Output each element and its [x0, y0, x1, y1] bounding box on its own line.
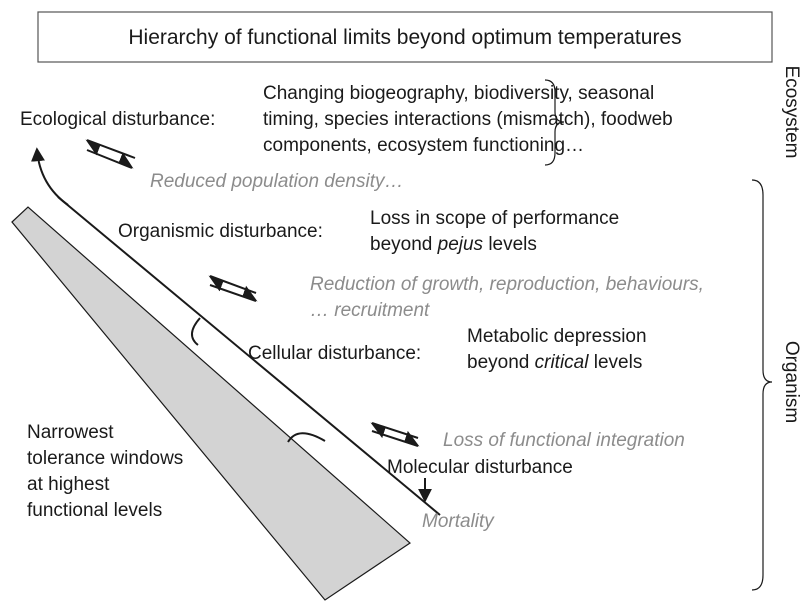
tolerance-note: at highest	[27, 474, 110, 495]
level-description: Loss in scope of performance	[370, 208, 619, 229]
desc-line: Changing biogeography, biodiversity, sea…	[263, 83, 654, 104]
consequence: Reduced population density…	[150, 171, 404, 192]
desc-line: components, ecosystem functioning…	[263, 135, 584, 156]
scale-label: Organism	[781, 341, 802, 423]
consequence: Mortality	[422, 511, 495, 532]
hierarchy-line	[57, 196, 441, 516]
level-description: beyond critical levels	[467, 352, 642, 373]
tolerance-note: tolerance windows	[27, 448, 183, 469]
tolerance-note: functional levels	[27, 500, 162, 521]
brace	[751, 179, 773, 591]
tolerance-note: Narrowest	[27, 422, 114, 443]
level-label: Molecular disturbance	[387, 457, 573, 478]
title: Hierarchy of functional limits beyond op…	[128, 26, 681, 49]
hook	[287, 432, 326, 443]
level-description: timing, species interactions (mismatch),…	[263, 109, 673, 130]
consequence: … recruitment	[310, 300, 430, 321]
desc-text: levels	[483, 234, 537, 255]
desc-line: Metabolic depression	[467, 326, 647, 347]
level-label: Ecological disturbance:	[20, 109, 215, 130]
level-description: Metabolic depression	[467, 326, 647, 347]
hook	[191, 317, 201, 346]
scale-label: Ecosystem	[781, 66, 802, 159]
level-description: components, ecosystem functioning…	[263, 135, 584, 156]
curved-arrow	[30, 147, 69, 206]
level-description: beyond pejus levels	[370, 234, 537, 255]
level-description: Changing biogeography, biodiversity, sea…	[263, 83, 654, 104]
desc-text: beyond	[467, 352, 535, 373]
desc-italic: pejus	[437, 234, 484, 255]
desc-italic: critical	[535, 352, 590, 373]
level-label: Cellular disturbance:	[248, 343, 421, 364]
title-box	[37, 11, 773, 63]
exchange-arrows	[85, 139, 420, 447]
desc-line: timing, species interactions (mismatch),…	[263, 109, 673, 130]
level-label: Organismic disturbance:	[118, 221, 323, 242]
consequence: Loss of functional integration	[443, 430, 685, 451]
desc-line: Loss in scope of performance	[370, 208, 619, 229]
desc-text: beyond	[370, 234, 438, 255]
tolerance-wedge	[11, 206, 411, 601]
desc-text: levels	[588, 352, 642, 373]
consequence: Reduction of growth, reproduction, behav…	[310, 274, 704, 295]
brace	[544, 79, 565, 166]
